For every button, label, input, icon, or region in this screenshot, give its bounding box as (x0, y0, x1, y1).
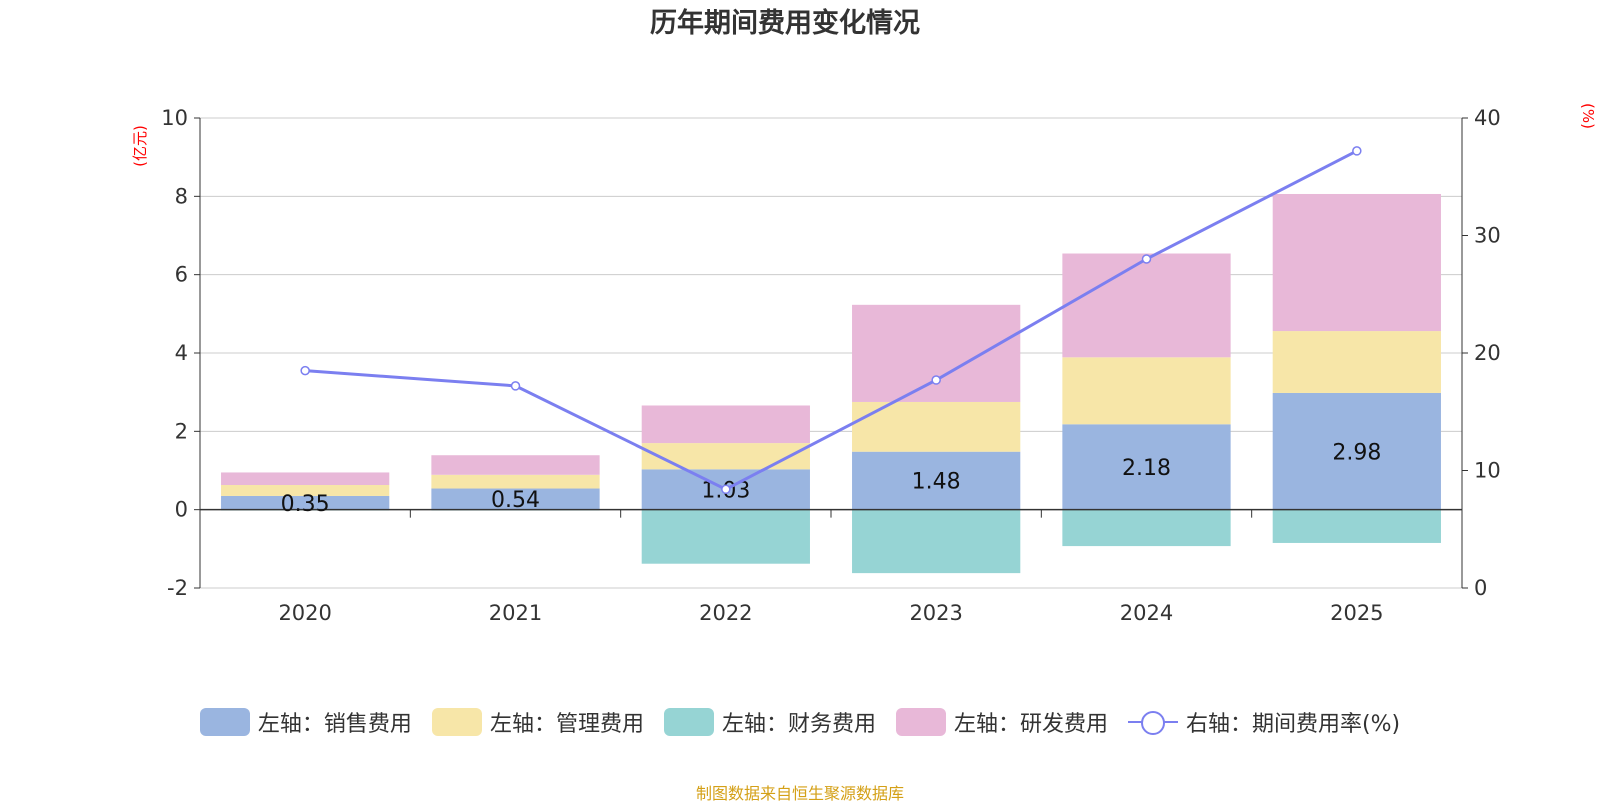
bar-sales-2020 (221, 495, 390, 510)
left-axis-unit: (亿元) (131, 125, 149, 167)
data-label-sales: 2.18 (1122, 456, 1171, 481)
left-tick-label: 10 (161, 106, 188, 130)
right-tick-label: 20 (1474, 341, 1501, 365)
legend-item-rate[interactable]: 右轴：期间费用率(%) (1127, 706, 1401, 738)
bar-admin-2024 (1062, 357, 1231, 425)
bar-finance-2024 (1062, 509, 1231, 547)
right-tick-label: 0 (1474, 576, 1487, 600)
bar-rnd-2024 (1062, 253, 1231, 358)
data-label-sales: 2.98 (1332, 440, 1381, 465)
legend-item-sales[interactable]: 左轴：销售费用 (199, 706, 412, 738)
rate-line-path (305, 149, 1358, 491)
x-tick-label: 2022 (699, 601, 752, 625)
legend-swatch-rnd (895, 708, 946, 736)
bar-rnd-2023 (852, 304, 1021, 402)
legend-label-finance: 左轴：财务费用 (721, 712, 876, 737)
legend-item-rnd[interactable]: 左轴：研发费用 (895, 706, 1108, 738)
bar-finance-2023 (852, 509, 1021, 574)
legend-item-finance[interactable]: 左轴：财务费用 (663, 706, 876, 738)
left-tick-label: 4 (175, 341, 188, 365)
legend: 左轴：销售费用 左轴：管理费用 左轴：财务费用 左轴：研发费用 右轴：期间费用率… (0, 704, 1600, 740)
x-tick-label: 2020 (278, 601, 331, 625)
data-label-sales: 0.54 (491, 488, 540, 513)
right-axis-unit: (%) (1579, 103, 1597, 129)
left-tick-label: 0 (175, 498, 188, 522)
bar-sales-2024 (1062, 424, 1231, 510)
bar-admin-2020 (221, 484, 390, 496)
bar-sales-2021 (431, 488, 600, 510)
bar-admin-2025 (1272, 331, 1441, 393)
bar-finance-2025 (1272, 509, 1441, 543)
legend-swatch-sales (199, 708, 250, 736)
right-tick-label: 30 (1474, 224, 1501, 248)
rate-point (510, 381, 521, 391)
rate-line (300, 146, 1362, 495)
bar-rnd-2022 (641, 405, 810, 444)
left-tick-label: 8 (175, 184, 188, 208)
chart-title: 历年期间费用变化情况 (650, 7, 920, 39)
bar-admin-2022 (641, 443, 810, 470)
data-label-sales: 0.35 (281, 492, 330, 517)
x-tick-label: 2024 (1120, 601, 1173, 625)
left-tick-label: 2 (175, 419, 188, 443)
bar-rnd-2025 (1272, 193, 1441, 332)
bar-admin-2021 (431, 474, 600, 489)
x-tick-label: 2025 (1330, 601, 1383, 625)
grid-lines (200, 117, 1462, 589)
legend-item-admin[interactable]: 左轴：管理费用 (431, 706, 644, 738)
legend-label-rnd: 左轴：研发费用 (953, 712, 1108, 737)
bar-sales-2023 (852, 451, 1021, 510)
legend-label-admin: 左轴：管理费用 (489, 712, 644, 737)
bar-rnd-2020 (221, 472, 390, 485)
left-tick-label: 6 (175, 263, 188, 287)
right-tick-label: 40 (1474, 106, 1501, 130)
rate-point (300, 365, 310, 376)
rate-point (1141, 254, 1152, 264)
bar-finance-2022 (641, 509, 810, 564)
bars (221, 193, 1441, 574)
bar-rnd-2021 (431, 455, 600, 475)
x-tick-label: 2021 (489, 601, 542, 625)
rate-point (721, 484, 731, 495)
legend-label-rate: 右轴：期间费用率(%) (1185, 712, 1401, 737)
rate-point (1352, 146, 1362, 156)
legend-line-circle-icon (1127, 708, 1178, 736)
rate-point (931, 375, 941, 385)
source-note: 制图数据来自恒生聚源数据库 (695, 784, 904, 803)
left-tick-label: -2 (167, 576, 188, 600)
x-tick-label: 2023 (909, 601, 962, 625)
bar-sales-2025 (1272, 392, 1441, 510)
data-label-sales: 1.48 (912, 470, 961, 495)
legend-label-sales: 左轴：销售费用 (257, 712, 412, 737)
legend-swatch-finance (663, 708, 714, 736)
right-tick-label: 10 (1474, 459, 1501, 483)
legend-swatch-admin (431, 708, 482, 736)
data-labels: 0.350.541.031.482.182.98 (281, 440, 1382, 517)
